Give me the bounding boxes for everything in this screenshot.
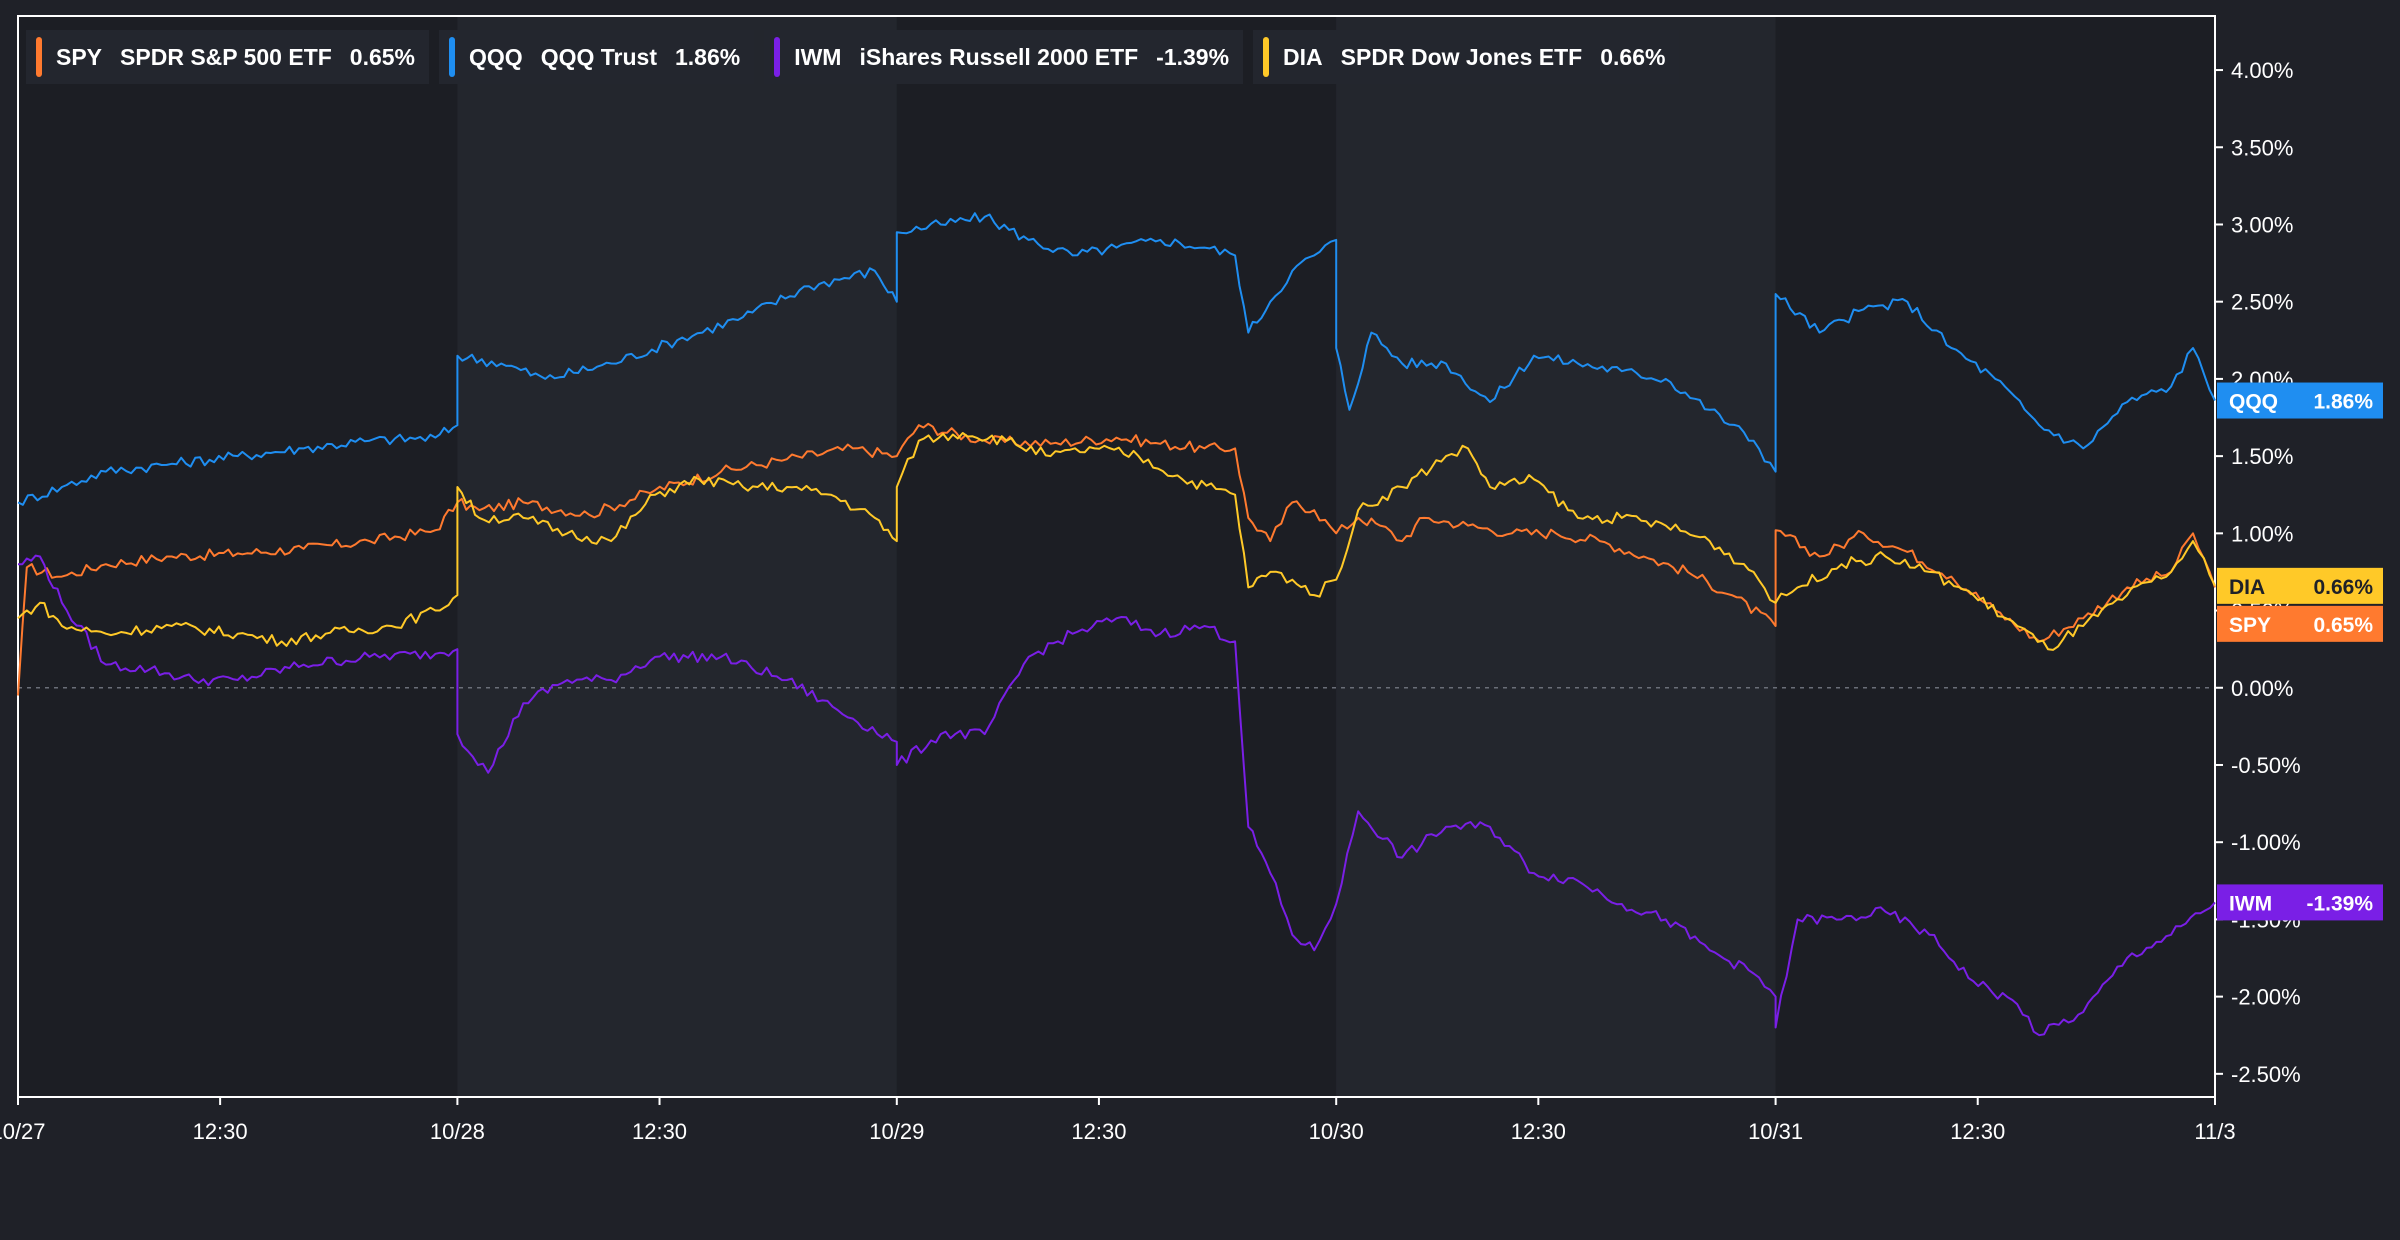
value-badge-change: 0.66%: [2313, 576, 2373, 599]
series-line-dia: [17, 432, 2216, 651]
legend-symbol: IWM: [794, 43, 842, 70]
series-line-spy: [17, 422, 2216, 696]
series-line-qqq: [17, 212, 2216, 506]
x-tick-label: 12:30: [1511, 1119, 1566, 1144]
value-badge-symbol: QQQ: [2229, 391, 2278, 414]
y-tick-label: 2.50%: [2231, 290, 2293, 315]
y-tick-label: 1.00%: [2231, 521, 2293, 546]
value-badge-dia: DIA 0.66%: [2217, 567, 2383, 604]
plot-frame: [17, 15, 2216, 1098]
x-tick-label: 12:30: [193, 1119, 248, 1144]
y-tick-label: 3.50%: [2231, 135, 2293, 160]
x-tick-label: 10/28: [430, 1119, 485, 1144]
legend-item-spy[interactable]: SPY SPDR S&P 500 ETF 0.65%: [26, 30, 430, 84]
series-line-iwm: [18, 554, 2216, 1037]
day-band: [457, 16, 897, 1097]
legend-swatch-iwm: [774, 37, 781, 77]
x-tick-label: 10/31: [1748, 1119, 1803, 1144]
value-badge-iwm: IWM -1.39%: [2217, 884, 2383, 921]
legend-change: 0.65%: [349, 43, 416, 70]
legend: SPY SPDR S&P 500 ETF 0.65% QQQ QQQ Trust…: [26, 30, 1680, 84]
value-badge-change: 0.65%: [2313, 614, 2373, 637]
y-tick-label: -2.00%: [2231, 985, 2301, 1010]
legend-item-qqq[interactable]: QQQ QQQ Trust 1.86%: [439, 30, 755, 84]
value-badge-symbol: DIA: [2229, 576, 2265, 599]
value-badge-bg: [2217, 884, 2383, 921]
legend-symbol: DIA: [1283, 43, 1323, 70]
legend-swatch-dia: [1263, 37, 1270, 77]
legend-name: SPDR S&P 500 ETF: [120, 43, 332, 70]
x-tick-label: 10/27: [0, 1119, 46, 1144]
x-tick-label: 12:30: [1071, 1119, 1126, 1144]
x-tick-label: 10/29: [869, 1119, 924, 1144]
value-badge-bg: [2217, 605, 2383, 642]
value-badge-change: -1.39%: [2306, 892, 2373, 915]
legend-name: SPDR Dow Jones ETF: [1340, 43, 1583, 70]
day-band: [1775, 16, 2215, 1097]
legend-change: 0.66%: [1600, 43, 1666, 70]
x-tick-label: 12:30: [632, 1119, 687, 1144]
y-tick-label: -0.50%: [2231, 753, 2301, 778]
y-tick-label: 0.00%: [2231, 676, 2293, 701]
value-badge-bg: [2217, 382, 2383, 419]
value-badge-change: 1.86%: [2313, 391, 2373, 414]
day-band: [896, 16, 1337, 1097]
day-band: [18, 16, 458, 1097]
value-badge-symbol: IWM: [2229, 892, 2272, 915]
legend-name: QQQ Trust: [540, 43, 657, 70]
legend-item-iwm[interactable]: IWM iShares Russell 2000 ETF -1.39%: [764, 30, 1244, 84]
legend-symbol: SPY: [56, 43, 103, 70]
y-tick-label: -2.50%: [2231, 1062, 2301, 1087]
legend-swatch-qqq: [449, 37, 456, 77]
value-badge-qqq: QQQ 1.86%: [2217, 382, 2383, 419]
x-tick-label: 12:30: [1950, 1119, 2005, 1144]
legend-change: -1.39%: [1156, 43, 1230, 70]
value-badge-bg: [2217, 567, 2383, 604]
value-badge-symbol: SPY: [2229, 614, 2271, 637]
value-badge-spy: SPY 0.65%: [2217, 605, 2383, 642]
y-tick-label: 1.50%: [2231, 444, 2293, 469]
day-band: [1336, 16, 1776, 1097]
legend-item-dia[interactable]: DIA SPDR Dow Jones ETF 0.66%: [1253, 30, 1680, 84]
x-tick-label: 11/3: [2194, 1119, 2235, 1144]
legend-name: iShares Russell 2000 ETF: [859, 43, 1139, 70]
x-tick-label: 10/30: [1309, 1119, 1364, 1144]
y-tick-label: 4.00%: [2231, 58, 2293, 83]
legend-symbol: QQQ: [469, 43, 523, 70]
legend-swatch-spy: [36, 37, 42, 77]
y-tick-label: -1.00%: [2231, 830, 2301, 855]
legend-change: 1.86%: [674, 43, 741, 70]
y-tick-label: 3.00%: [2231, 212, 2293, 237]
